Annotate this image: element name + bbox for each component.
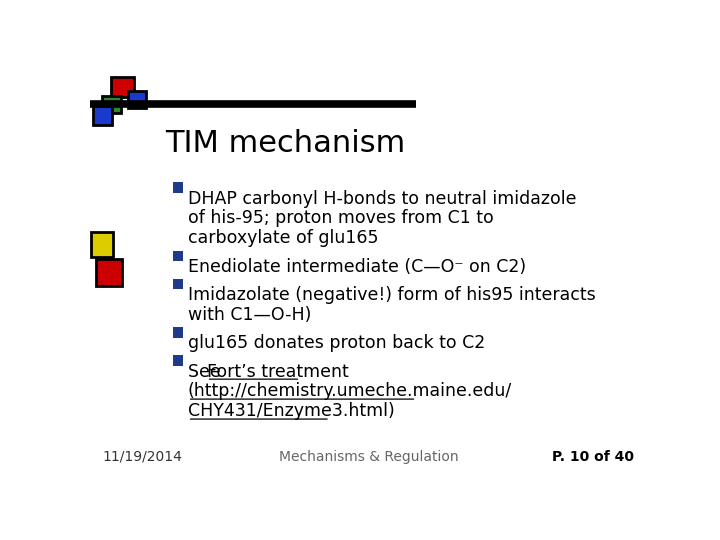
Text: glu165 donates proton back to C2: glu165 donates proton back to C2 [188,334,485,352]
Text: P. 10 of 40: P. 10 of 40 [552,450,634,464]
Bar [102,96,121,113]
Text: See: See [188,362,226,381]
Text: Fort’s treatment: Fort’s treatment [207,362,348,381]
Bar [128,91,146,108]
Bar [96,259,122,286]
Bar [94,106,112,125]
Text: 11/19/2014: 11/19/2014 [102,450,182,464]
Text: Mechanisms & Regulation: Mechanisms & Regulation [279,450,459,464]
Text: (http://chemistry.umeche.maine.edu/: (http://chemistry.umeche.maine.edu/ [188,382,512,401]
Text: Imidazolate (negative!) form of his95 interacts: Imidazolate (negative!) form of his95 in… [188,286,595,304]
Text: of his-95; proton moves from C1 to: of his-95; proton moves from C1 to [188,210,493,227]
Text: carboxylate of glu165: carboxylate of glu165 [188,230,378,247]
Text: CHY431/Enzyme3.html): CHY431/Enzyme3.html) [188,402,395,421]
Text: TIM mechanism: TIM mechanism [166,129,405,158]
Text: DHAP carbonyl H-bonds to neutral imidazole: DHAP carbonyl H-bonds to neutral imidazo… [188,190,576,207]
Text: with C1—O-H): with C1—O-H) [188,306,311,324]
Bar [173,355,183,366]
Bar [173,279,183,289]
Bar [91,232,114,257]
Bar [173,327,183,338]
Bar [111,77,133,97]
Bar [173,183,183,193]
Text: Enediolate intermediate (C—O⁻ on C2): Enediolate intermediate (C—O⁻ on C2) [188,258,526,276]
Bar [173,251,183,261]
